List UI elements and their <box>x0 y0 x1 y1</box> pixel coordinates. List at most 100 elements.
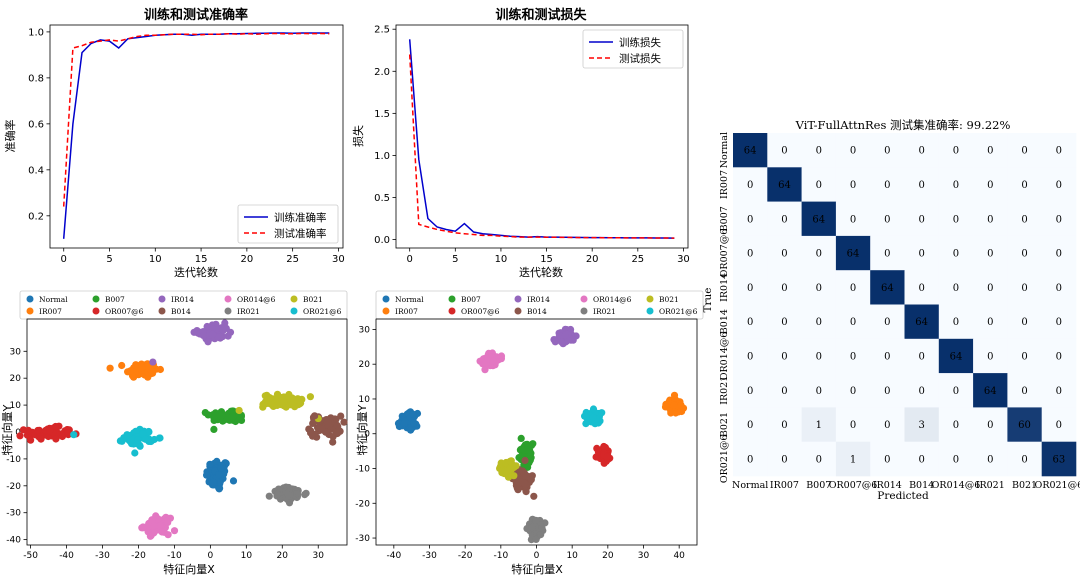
cm-cell <box>835 373 871 408</box>
loss-series-line-2 <box>408 54 675 239</box>
tsne-left-point <box>146 532 154 540</box>
tsne-left-point <box>64 429 72 437</box>
cm-cell <box>733 235 768 271</box>
tsne-left-ytick-label: 10 <box>10 401 22 411</box>
cm-cell-value: 0 <box>953 420 959 431</box>
accuracy-chart: 训练和测试准确率 迭代轮数 准确率 0 5 10 15 20 25 30 0.2 0.4 0.6 0… <box>3 7 345 279</box>
tsne-left-point <box>206 460 214 468</box>
tsne-left-point <box>46 427 54 435</box>
cm-cell-value: 0 <box>1021 351 1027 362</box>
tsne-left-point <box>139 523 147 531</box>
tsne-right-cluster-ir021 <box>523 515 549 544</box>
cm-cell-value: 0 <box>918 249 924 260</box>
cm-cell <box>1041 167 1077 202</box>
cm-cell <box>733 167 768 202</box>
cm-cell <box>973 167 1008 202</box>
tsne-left-legend-label: OR007@6 <box>105 307 144 316</box>
tsne-right-xtick-label: 40 <box>673 551 685 561</box>
cm-cell <box>733 407 768 442</box>
tsne-left-xtick-label: -20 <box>131 551 146 561</box>
tsne-left-ytick-label: 20 <box>10 374 22 384</box>
tsne-left-point <box>216 479 224 487</box>
cm-cell <box>870 201 905 237</box>
tsne-left-xtick-label: -40 <box>59 551 74 561</box>
tsne-right-point <box>557 338 565 346</box>
tsne-left-legend-marker <box>158 307 166 315</box>
tsne-left-point <box>273 390 282 398</box>
cm-ytick-label: IR014 <box>719 273 730 302</box>
cm-cell-value: 0 <box>1056 351 1062 362</box>
cm-cell <box>1007 167 1042 202</box>
cm-cell-value: 0 <box>781 420 787 431</box>
cm-cell <box>1041 338 1077 374</box>
cm-cell-value: 0 <box>987 214 993 225</box>
cm-cell <box>938 201 974 237</box>
accuracy-legend-label: 训练准确率 <box>274 211 327 224</box>
tsne-left-point <box>148 367 156 375</box>
cm-cell <box>767 133 802 168</box>
loss-xtick-label: 30 <box>677 254 690 265</box>
tsne-left-point <box>164 518 172 527</box>
cm-cell <box>1041 441 1077 477</box>
cm-cell <box>767 407 802 442</box>
tsne-left-point <box>213 457 221 465</box>
cm-cell <box>1041 373 1077 408</box>
tsne-left-point <box>324 417 332 426</box>
cm-cell-value: 0 <box>1056 146 1062 157</box>
cm-xtick-label: IR021 <box>976 480 1005 491</box>
cm-cell-value: 0 <box>1021 146 1027 157</box>
tsne-left-ytick-label: -30 <box>6 509 21 519</box>
tsne-right-point <box>512 462 520 470</box>
tsne-left-point <box>226 328 235 336</box>
tsne-left-xtick-label: -50 <box>23 551 38 561</box>
cm-cell-value: 0 <box>1056 180 1062 191</box>
loss-xtick-label: 25 <box>631 254 644 265</box>
tsne-right-point <box>497 352 506 360</box>
cm-cell <box>733 441 768 477</box>
tsne-left-legend-label: B014 <box>171 307 191 316</box>
cm-cell <box>801 441 837 477</box>
tsne-right-point <box>670 401 678 409</box>
tsne-right-legend-marker <box>448 307 456 315</box>
cm-cell-value: 64 <box>778 180 791 191</box>
cm-cell <box>938 235 974 271</box>
cm-cell-value: 0 <box>884 146 890 157</box>
tsne-right-ytick-label: -20 <box>355 499 370 509</box>
cm-cell <box>870 235 905 271</box>
loss-xtick-label: 20 <box>586 254 599 265</box>
tsne-right-point <box>672 409 680 417</box>
tsne-left-point <box>340 418 348 426</box>
tsne-right-legend-label: OR007@6 <box>461 307 500 316</box>
tsne-left-cluster-normal <box>203 457 238 493</box>
tsne-left-legend-label: B021 <box>303 295 323 304</box>
cm-cell <box>733 304 768 340</box>
tsne-left-point <box>156 365 164 374</box>
tsne-left-point <box>209 330 217 338</box>
cm-cell-value: 0 <box>987 146 993 157</box>
loss-chart-xlabel: 迭代轮数 <box>519 265 563 279</box>
loss-chart-ylabel: 损失 <box>351 125 365 147</box>
cm-cell-value: 0 <box>816 317 822 328</box>
cm-cell <box>801 270 837 305</box>
cm-cell-value: 0 <box>781 283 787 294</box>
loss-xtick-label: 10 <box>495 254 508 265</box>
cm-cell-value: 0 <box>781 454 787 465</box>
tsne-left-legend-marker <box>224 295 232 303</box>
tsne-left-point <box>148 516 156 524</box>
accuracy-xtick-label: 25 <box>286 254 299 265</box>
cm-cell-value: 0 <box>987 283 993 294</box>
tsne-left-point <box>229 477 238 485</box>
cm-cell-value: 64 <box>881 283 894 294</box>
cm-cell <box>1007 373 1042 408</box>
cm-cell-value: 0 <box>747 351 753 362</box>
tsne-left-point <box>215 485 223 493</box>
cm-cell-value: 0 <box>850 146 856 157</box>
tsne-left-point <box>203 471 211 479</box>
cm-cell <box>767 338 802 374</box>
tsne-left-legend-marker <box>26 307 34 315</box>
tsne-right-point <box>484 354 492 362</box>
tsne-left-point <box>259 403 267 411</box>
cm-cell-value: 0 <box>747 317 753 328</box>
cm-cell-value: 0 <box>781 317 787 328</box>
tsne-left-ytick-label: 30 <box>10 347 22 357</box>
